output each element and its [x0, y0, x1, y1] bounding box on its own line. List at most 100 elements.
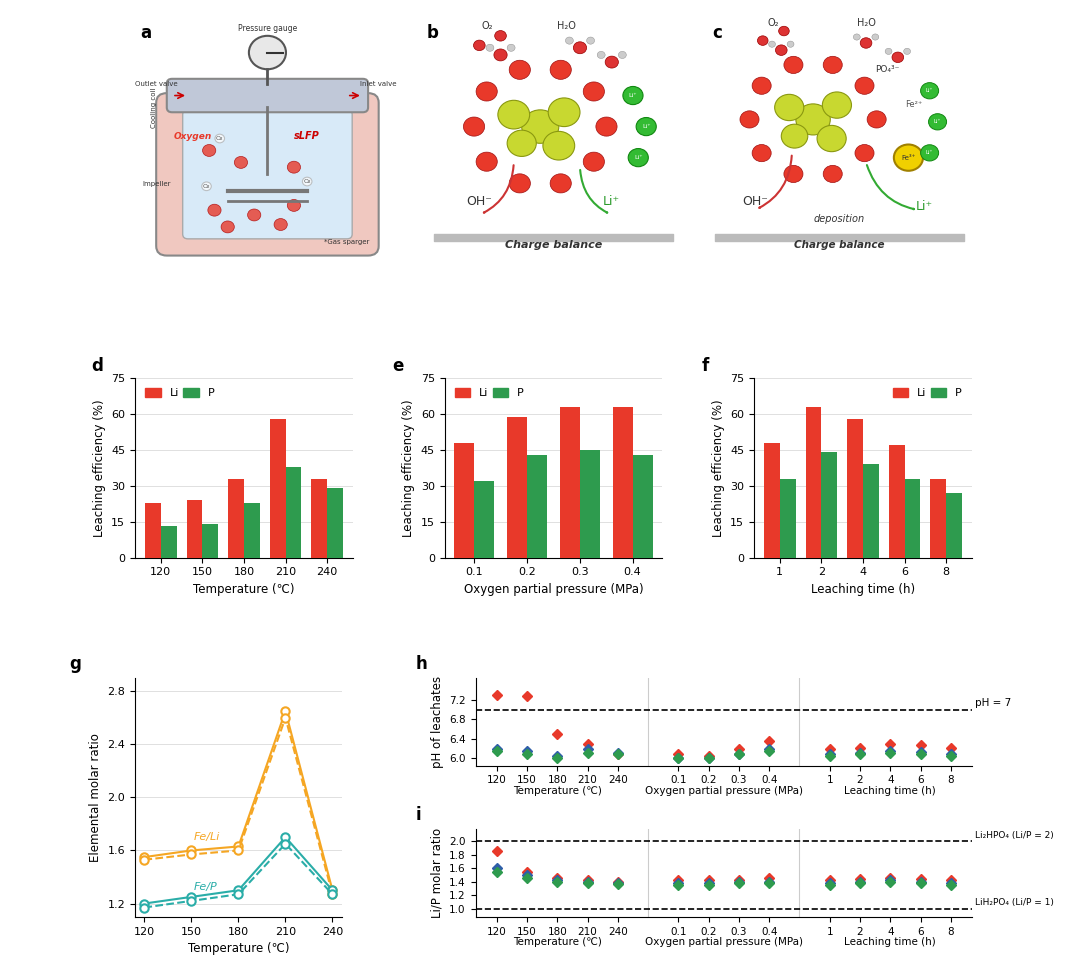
Bar [559, 407, 580, 558]
Text: Fe/Li: Fe/Li [193, 832, 220, 842]
Circle shape [853, 34, 861, 40]
Text: Li⁺: Li⁺ [916, 201, 933, 213]
X-axis label: Leaching time (h): Leaching time (h) [811, 583, 915, 596]
Circle shape [784, 56, 802, 74]
Text: O₂: O₂ [203, 183, 211, 189]
Circle shape [823, 56, 842, 74]
Circle shape [473, 40, 485, 51]
Circle shape [476, 152, 497, 171]
Text: Leaching time (h): Leaching time (h) [845, 786, 936, 796]
Legend: Li, P: Li, P [140, 384, 219, 403]
Bar [889, 445, 905, 558]
X-axis label: Oxygen partial pressure (MPa): Oxygen partial pressure (MPa) [463, 583, 644, 596]
Circle shape [573, 42, 586, 53]
Circle shape [550, 174, 571, 193]
Text: Temperature (℃): Temperature (℃) [513, 786, 602, 796]
Text: O₂: O₂ [768, 18, 779, 29]
Circle shape [207, 204, 221, 216]
Text: Fe/P: Fe/P [193, 882, 217, 892]
Circle shape [586, 37, 595, 44]
Circle shape [597, 52, 605, 58]
Bar [931, 478, 946, 558]
Circle shape [775, 45, 787, 55]
Text: Li₂HPO₄ (Li/P = 2): Li₂HPO₄ (Li/P = 2) [975, 831, 1054, 839]
Circle shape [892, 53, 904, 63]
Circle shape [566, 37, 573, 44]
Circle shape [498, 100, 529, 129]
Y-axis label: Elemental molar ratio: Elemental molar ratio [89, 732, 102, 861]
Circle shape [796, 104, 831, 135]
Circle shape [752, 144, 771, 161]
Circle shape [549, 98, 580, 127]
Circle shape [867, 111, 887, 128]
Text: OH⁻: OH⁻ [467, 196, 492, 208]
Text: Li⁺: Li⁺ [926, 88, 933, 94]
Circle shape [920, 145, 939, 161]
Bar [633, 455, 652, 558]
Bar [202, 524, 218, 558]
Circle shape [274, 219, 287, 230]
Y-axis label: Leaching efficiency (%): Leaching efficiency (%) [712, 399, 725, 537]
Bar [527, 455, 548, 558]
Text: d: d [92, 357, 104, 374]
Bar [455, 443, 474, 558]
Circle shape [543, 132, 575, 160]
Bar [327, 488, 343, 558]
Text: h: h [416, 655, 428, 672]
Bar [145, 502, 161, 558]
Circle shape [886, 49, 892, 54]
FancyArrowPatch shape [580, 170, 607, 213]
Circle shape [221, 221, 234, 233]
Bar [228, 478, 244, 558]
Circle shape [861, 38, 872, 49]
Y-axis label: Leaching efficiency (%): Leaching efficiency (%) [93, 399, 106, 537]
Text: PO₄³⁻: PO₄³⁻ [875, 65, 900, 74]
Text: H₂O: H₂O [557, 21, 577, 31]
X-axis label: Temperature (℃): Temperature (℃) [188, 942, 289, 955]
Text: Fe²⁺: Fe²⁺ [905, 100, 922, 110]
Y-axis label: pH of leachates: pH of leachates [431, 676, 444, 768]
Circle shape [757, 36, 768, 46]
Text: f: f [702, 357, 708, 374]
Circle shape [929, 114, 946, 130]
Text: Oxygen: Oxygen [174, 132, 213, 140]
Bar [244, 502, 260, 558]
Text: Oxygen partial pressure (MPa): Oxygen partial pressure (MPa) [645, 786, 802, 796]
Circle shape [463, 117, 485, 137]
Text: Fe³⁺: Fe³⁺ [901, 155, 916, 160]
Circle shape [550, 60, 571, 79]
FancyBboxPatch shape [157, 94, 379, 256]
Text: O₂: O₂ [216, 136, 224, 141]
Circle shape [583, 82, 605, 101]
Circle shape [583, 152, 605, 171]
Circle shape [818, 125, 847, 152]
Circle shape [605, 56, 619, 68]
FancyArrowPatch shape [484, 165, 514, 213]
Circle shape [623, 87, 643, 105]
FancyBboxPatch shape [166, 79, 368, 113]
Circle shape [740, 111, 759, 128]
Bar [822, 453, 837, 558]
Text: H₂O: H₂O [856, 18, 876, 29]
Circle shape [494, 49, 508, 61]
Legend: Li, P: Li, P [888, 384, 967, 403]
Text: Pressure gauge: Pressure gauge [238, 24, 297, 33]
Text: Li⁺: Li⁺ [642, 124, 650, 129]
Text: i: i [416, 806, 421, 824]
Text: g: g [69, 655, 81, 673]
Text: Charge balance: Charge balance [794, 241, 885, 250]
Circle shape [619, 52, 626, 58]
Circle shape [822, 92, 851, 118]
Text: Charge balance: Charge balance [504, 241, 603, 250]
Circle shape [508, 44, 515, 52]
Text: LiH₂PO₄ (Li/P = 1): LiH₂PO₄ (Li/P = 1) [975, 899, 1054, 907]
Circle shape [486, 44, 494, 52]
Circle shape [476, 82, 497, 101]
Text: Li⁺: Li⁺ [926, 150, 933, 156]
Circle shape [287, 200, 300, 211]
Text: O₂: O₂ [482, 21, 494, 31]
Text: Cooling coil: Cooling coil [150, 87, 157, 128]
Bar [806, 407, 822, 558]
Circle shape [596, 117, 617, 137]
Circle shape [202, 182, 212, 191]
